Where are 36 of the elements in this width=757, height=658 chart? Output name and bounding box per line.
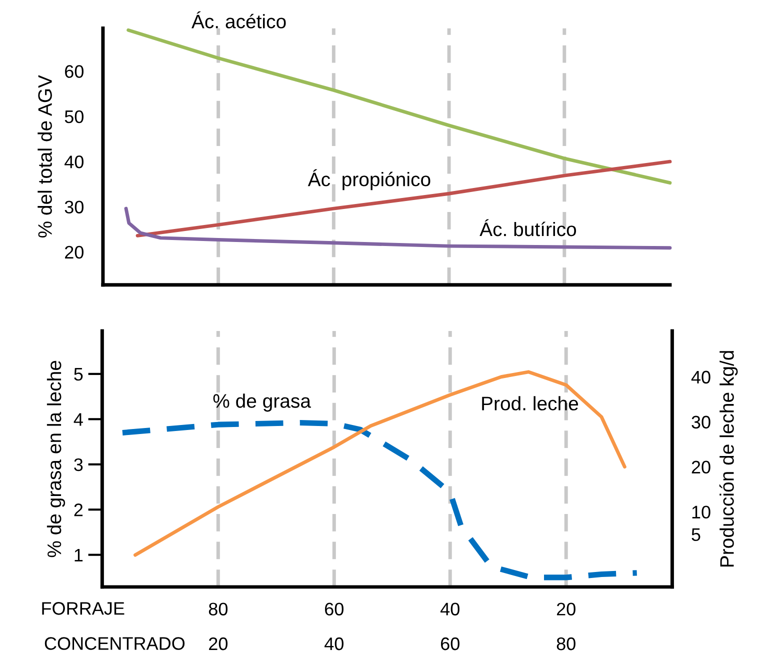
- y-axis-title: % de grasa en la leche: [46, 360, 66, 558]
- y-tick-label: 1: [74, 548, 83, 562]
- x2-tick-label: 20: [209, 637, 228, 650]
- line-series: [124, 206, 672, 250]
- y-tick-label: 50: [64, 110, 84, 124]
- y-tick-label: 2: [74, 504, 83, 516]
- y-tick-label: 4: [74, 413, 83, 426]
- series-label: Ác. acético: [192, 11, 286, 28]
- line-series: [136, 160, 672, 238]
- x2-axis-title: CONCENTRADO: [44, 637, 185, 650]
- y-axis-title: % del total de AGV: [38, 75, 52, 238]
- line-series: [134, 370, 626, 557]
- y-tick-label: 3: [74, 458, 83, 472]
- x-axis-title: FORRAJE: [42, 602, 124, 615]
- series-label: Ác propiónico: [308, 169, 430, 190]
- y-tick-label: 40: [64, 156, 84, 168]
- y2-tick-label: 10: [692, 506, 710, 519]
- y2-tick-label: 5: [692, 528, 700, 542]
- series-label: Prod. leche: [482, 396, 578, 410]
- y-tick-label: 30: [64, 200, 84, 214]
- series-label: % de grasa: [213, 394, 311, 412]
- x2-tick-label: 60: [441, 637, 460, 650]
- y2-axis-title: Producción de leche kg/d: [719, 351, 738, 567]
- x-tick-label: 60: [325, 602, 344, 616]
- x-tick-label: 40: [440, 602, 460, 616]
- y-tick-label: 5: [74, 368, 83, 381]
- x-tick-label: 80: [208, 602, 228, 616]
- y-tick-label: 60: [65, 65, 84, 78]
- y2-tick-label: 20: [692, 460, 710, 474]
- x2-tick-label: 40: [324, 637, 344, 650]
- y-tick-label: 20: [65, 246, 84, 259]
- series-label: Ác. butírico: [480, 219, 576, 236]
- x-tick-label: 20: [556, 602, 576, 616]
- y2-tick-label: 30: [692, 416, 710, 429]
- x2-tick-label: 80: [556, 637, 576, 650]
- y2-tick-label: 40: [691, 370, 710, 384]
